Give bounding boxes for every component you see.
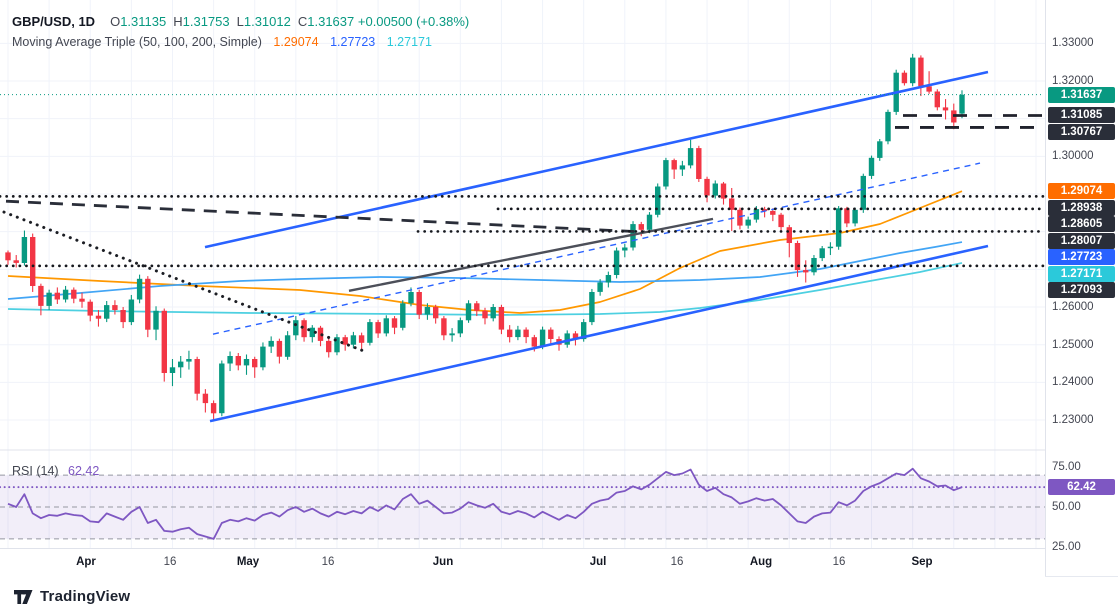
- ma-indicator-name: Moving Average Triple (50, 100, 200, Sim…: [12, 35, 262, 49]
- rsi-name: RSI: [12, 464, 33, 478]
- tradingview-attribution[interactable]: TradingView: [14, 588, 130, 605]
- change-percent: (+0.38%): [416, 14, 470, 29]
- time-axis-tick: 16: [321, 556, 335, 568]
- time-axis-tick: Jun: [432, 556, 454, 568]
- price-axis-tick: 1.32000: [1052, 75, 1094, 87]
- rsi-current-value: 62.42: [68, 464, 100, 478]
- ma-indicator-legend[interactable]: Moving Average Triple (50, 100, 200, Sim…: [12, 35, 432, 49]
- time-axis-tick: Apr: [76, 556, 96, 568]
- price-axis-badge: 1.31637: [1048, 86, 1115, 103]
- price-axis-badge: 1.28007: [1048, 232, 1115, 249]
- price-axis-tick: 1.25000: [1052, 338, 1094, 351]
- price-axis-badge: 1.27093: [1048, 282, 1115, 299]
- price-axis-badge: 1.27171: [1048, 265, 1115, 282]
- ma100-value: 1.27723: [330, 35, 376, 49]
- time-axis-tick: 16: [670, 556, 684, 568]
- price-axis-badge: 1.29074: [1048, 183, 1115, 200]
- price-axis-badge: 1.31085: [1048, 107, 1115, 124]
- symbol-legend[interactable]: GBP/USD, 1D O1.31135 H1.31753 L1.31012 C1.31…: [12, 14, 469, 29]
- low-value: 1.31012: [243, 14, 291, 29]
- price-axis-tick: 1.24000: [1052, 376, 1094, 389]
- price-axis[interactable]: 1.33000 1.32000 1.30000 1.26000 1.25000 1.240…: [1045, 0, 1118, 576]
- rsi-axis-tick: 75.00: [1052, 461, 1081, 474]
- close-value: 1.31637: [307, 14, 355, 29]
- high-label: H: [173, 14, 183, 29]
- ma50-value: 1.29074: [273, 35, 319, 49]
- high-value: 1.31753: [182, 14, 230, 29]
- chart-area[interactable]: GBP/USD, 1D O1.31135 H1.31753 L1.31012 C1.31…: [0, 0, 1118, 577]
- low-label: L: [236, 14, 244, 29]
- ma200-value: 1.27171: [386, 35, 432, 49]
- open-label: O: [110, 14, 121, 29]
- change-value: +0.00500: [357, 14, 413, 29]
- price-axis-tick: 1.26000: [1052, 301, 1094, 314]
- time-axis-tick: 16: [163, 556, 177, 568]
- time-axis-tick: Sep: [911, 556, 933, 568]
- price-axis-tick: 1.30000: [1052, 150, 1094, 163]
- price-axis-badge: 1.28605: [1048, 216, 1115, 233]
- time-axis-tick: Aug: [749, 556, 773, 568]
- rsi-axis-tick: 25.00: [1052, 540, 1081, 553]
- candlestick-chart-canvas[interactable]: [0, 0, 1045, 576]
- price-axis-badge: 1.30767: [1048, 123, 1115, 140]
- price-axis-badge: 1.27723: [1048, 249, 1115, 266]
- rsi-indicator-legend[interactable]: RSI (14) 62.42: [12, 464, 99, 478]
- symbol-title: GBP/USD, 1D: [12, 14, 96, 29]
- time-axis[interactable]: Apr 16 May 16 Jun Jul 16 Aug 16 Sep: [0, 548, 1045, 577]
- time-axis-tick: 16: [832, 556, 846, 568]
- close-label: C: [297, 14, 308, 29]
- tradingview-brand-text: TradingView: [40, 588, 131, 605]
- rsi-axis-badge: 62.42: [1048, 479, 1115, 496]
- price-axis-tick: 1.23000: [1052, 414, 1094, 427]
- price-axis-badge: 1.28938: [1048, 199, 1115, 216]
- time-axis-tick: Jul: [589, 556, 607, 568]
- price-axis-tick: 1.33000: [1052, 37, 1094, 50]
- rsi-period: (14): [36, 464, 59, 478]
- tradingview-logo-icon: [14, 589, 33, 604]
- open-value: 1.31135: [120, 14, 167, 29]
- rsi-axis-tick: 50.00: [1052, 501, 1081, 513]
- time-axis-tick: May: [236, 556, 260, 568]
